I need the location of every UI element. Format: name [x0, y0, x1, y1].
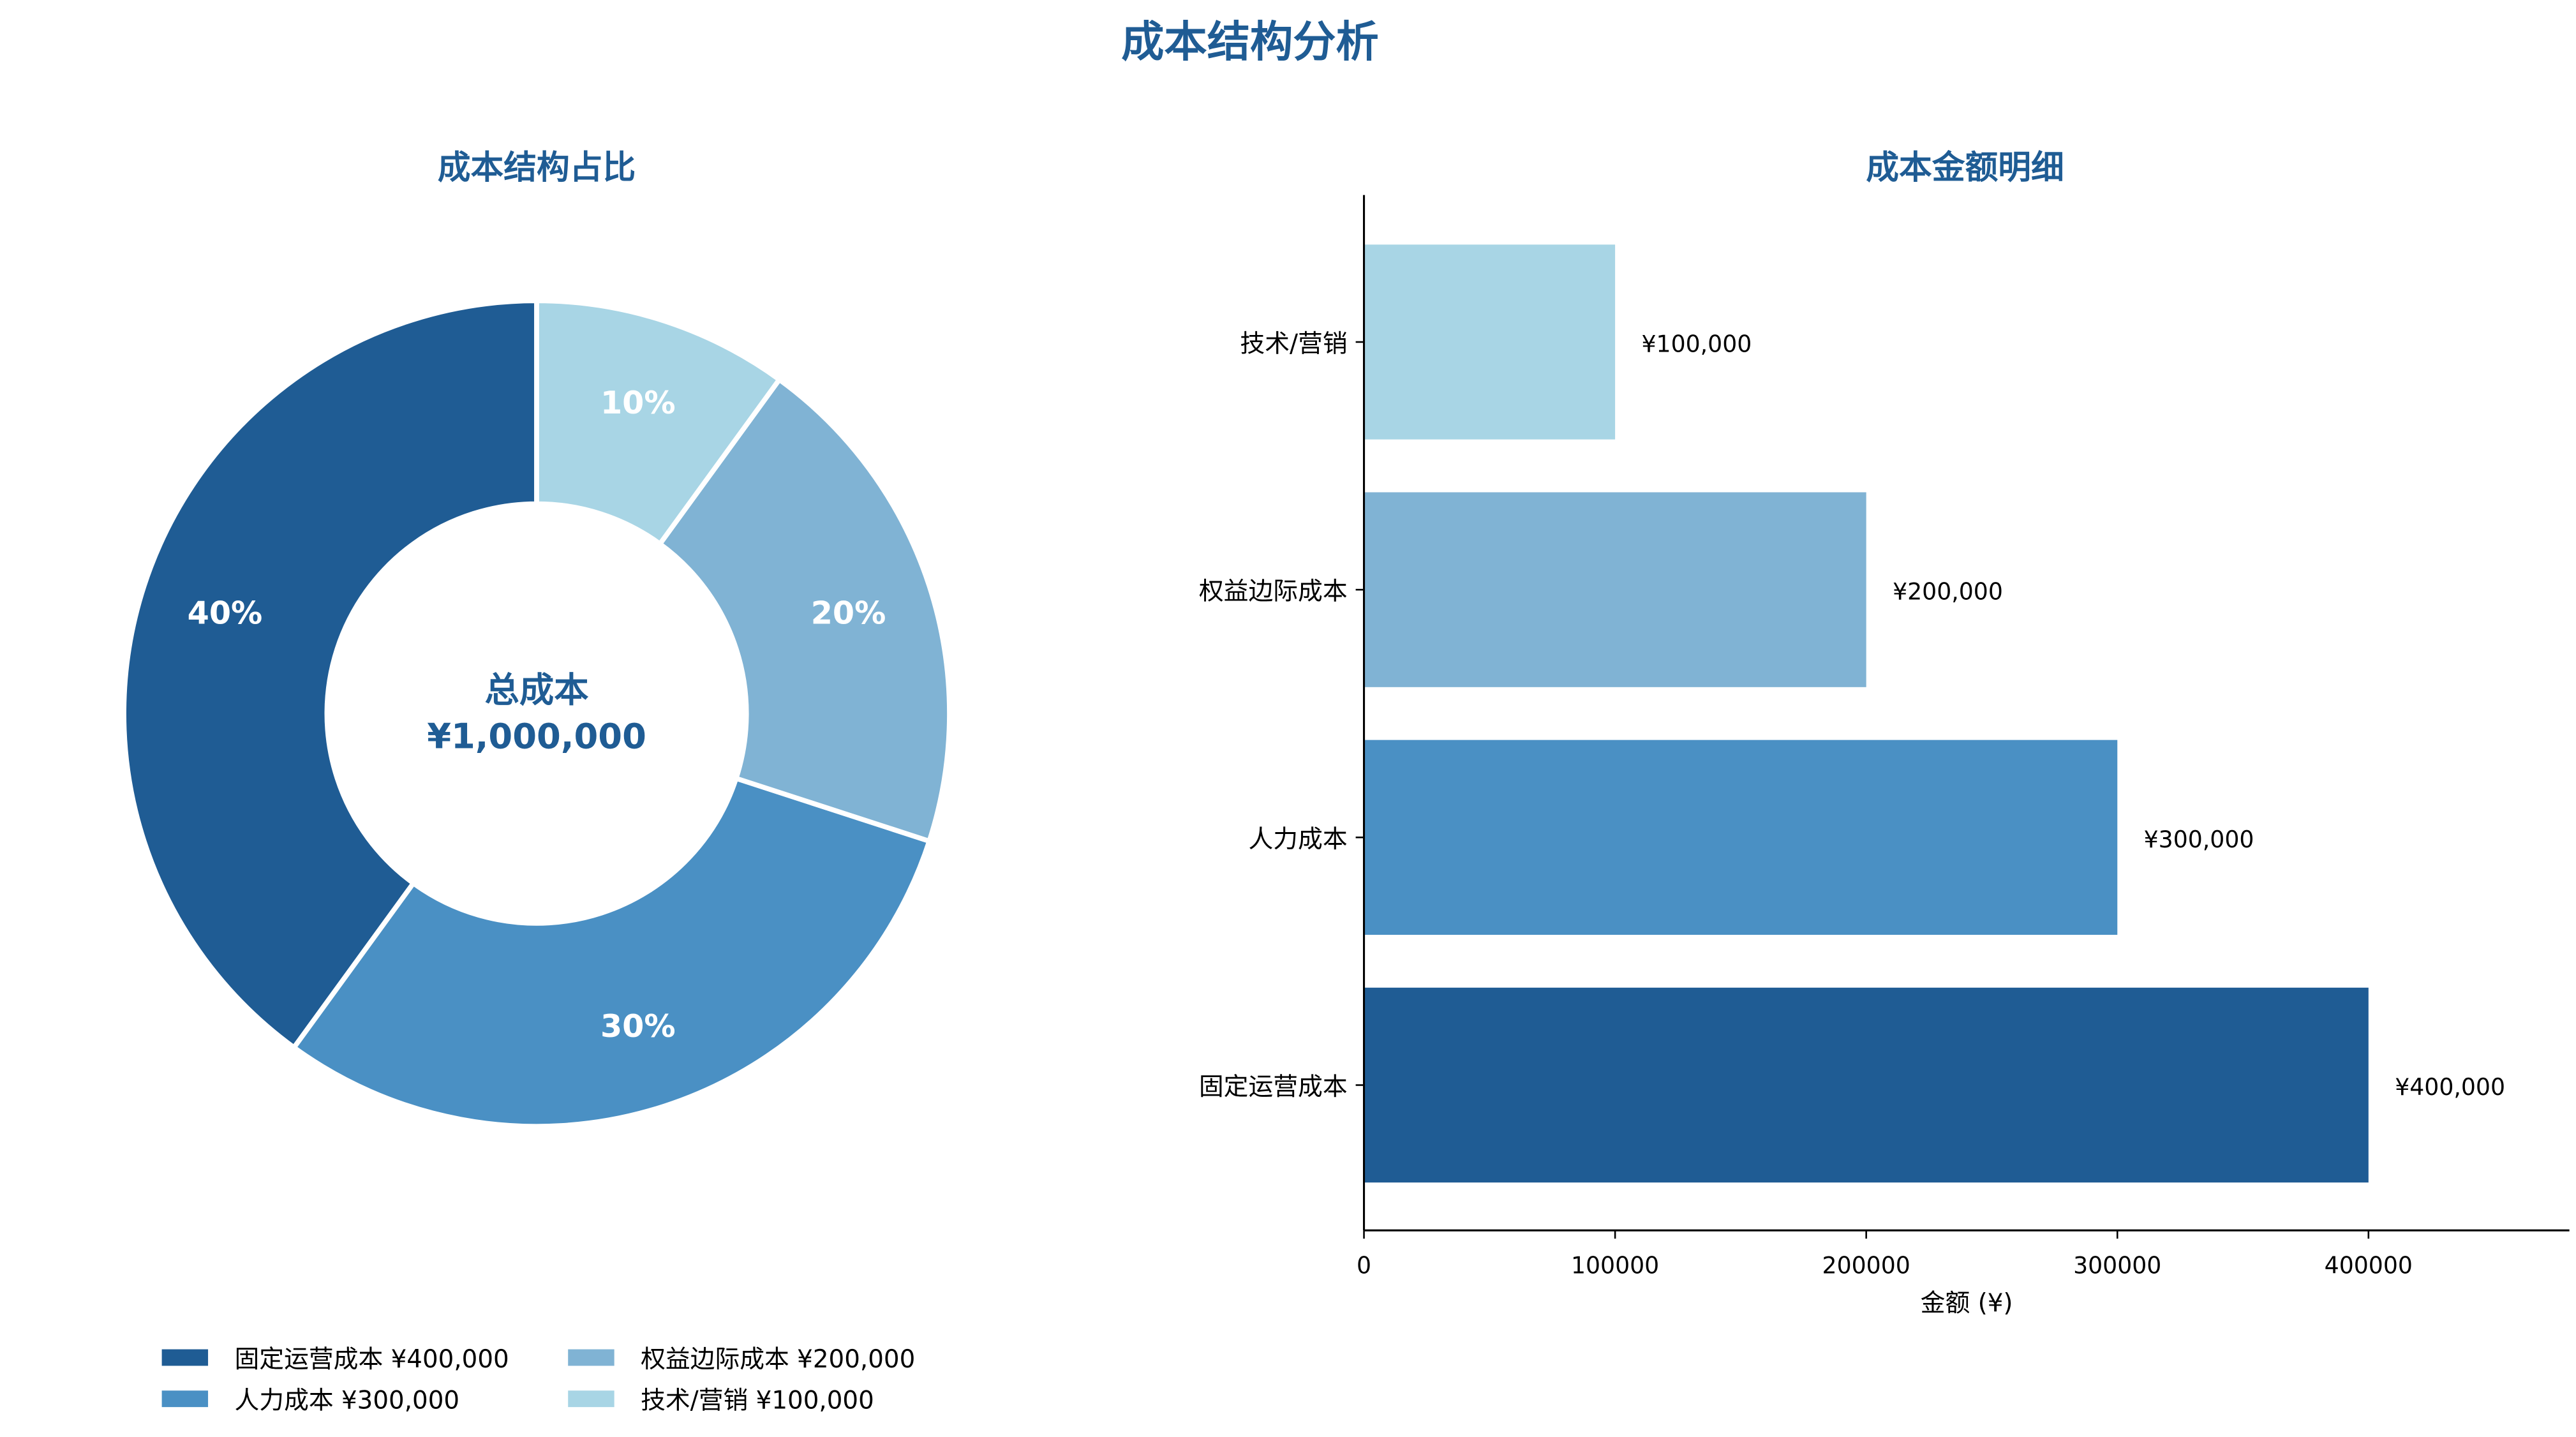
slice-percent-label: 40% [188, 595, 263, 632]
legend-entry: 人力成本 ¥300,000 [234, 1387, 459, 1415]
donut-title: 成本结构占比 [438, 149, 636, 187]
legend-swatch [161, 1390, 209, 1408]
legend-entry: 固定运营成本 ¥400,000 [234, 1345, 509, 1374]
x-tick-label: 400000 [2325, 1252, 2413, 1279]
donut-slice [290, 775, 933, 1129]
donut-slice [656, 376, 952, 845]
donut-chart: 40% 30% 20% 10% [121, 298, 952, 1129]
x-tick-label: 100000 [1571, 1252, 1659, 1279]
bar [1364, 740, 2118, 935]
bar [1364, 492, 1866, 687]
bar-value-label: ¥100,000 [1642, 331, 1752, 358]
legend-swatch [161, 1349, 209, 1366]
y-tick-label: 权益边际成本 [1199, 577, 1348, 606]
slice-percent-label: 20% [811, 595, 886, 632]
bar-value-label: ¥300,000 [2144, 826, 2254, 853]
x-tick-label: 300000 [2073, 1252, 2161, 1279]
donut-center-label-1: 总成本 [485, 670, 589, 710]
slice-percent-label: 30% [600, 1008, 676, 1045]
bar-chart: ¥400,000 固定运营成本 ¥300,000 人力成本 ¥200,000 权益边际成本… [1199, 195, 2570, 1279]
donut-slice [534, 298, 783, 547]
x-axis-label: 金额 (¥) [1921, 1289, 2013, 1318]
bar [1364, 244, 1616, 440]
slice-percent-label: 10% [600, 384, 676, 421]
bar-value-label: ¥400,000 [2395, 1073, 2505, 1101]
bar-title: 成本金额明细 [1866, 149, 2064, 187]
donut-slice [121, 298, 539, 1052]
x-tick-label: 200000 [1822, 1252, 1910, 1279]
legend-swatch [568, 1390, 614, 1408]
donut-center-label-2: ¥1,000,000 [427, 717, 646, 757]
y-tick-label: 固定运营成本 [1199, 1073, 1348, 1101]
y-tick-label: 技术/营销 [1240, 330, 1347, 359]
bar-value-label: ¥200,000 [1893, 578, 2003, 606]
legend-entry: 技术/营销 ¥100,000 [641, 1387, 874, 1415]
x-tick-label: 0 [1357, 1252, 1371, 1279]
legend: 固定运营成本 ¥400,000 人力成本 ¥300,000 权益边际成本 ¥200,… [161, 1345, 915, 1415]
y-tick-label: 人力成本 [1248, 825, 1347, 854]
legend-entry: 权益边际成本 ¥200,000 [641, 1345, 915, 1374]
figure-title: 成本结构分析 [1121, 17, 1379, 66]
bar [1364, 987, 2369, 1183]
legend-swatch [568, 1349, 614, 1366]
